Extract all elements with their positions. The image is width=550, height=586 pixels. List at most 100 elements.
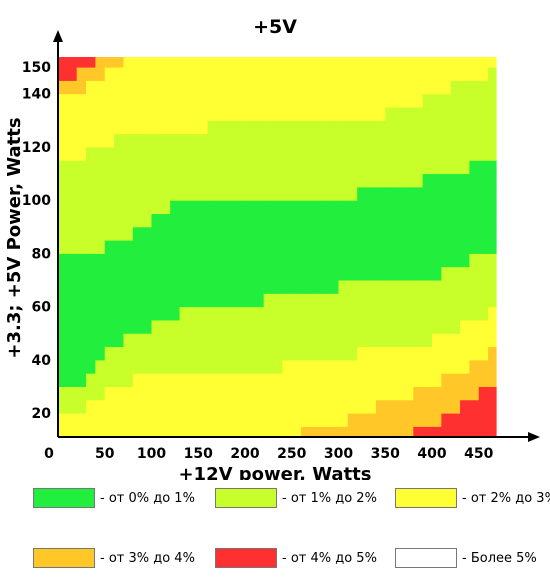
heatmap-cell [86, 346, 96, 361]
heatmap-cell [347, 186, 358, 201]
heatmap-cell [95, 279, 106, 294]
heatmap-cell [263, 120, 274, 135]
heatmap-cell [123, 319, 134, 334]
heatmap-cell [478, 279, 489, 294]
heatmap-cell [441, 146, 452, 161]
heatmap-cell [450, 93, 461, 108]
heatmap-cell [366, 200, 377, 214]
heatmap-cell [422, 399, 433, 414]
heatmap-cell [478, 359, 489, 374]
heatmap-cell [226, 93, 237, 108]
heatmap-cell [366, 106, 377, 121]
heatmap-cell [254, 386, 265, 401]
heatmap-cell [273, 226, 283, 241]
heatmap-cell [58, 426, 68, 438]
heatmap-cell [198, 240, 209, 254]
heatmap-cell [357, 133, 368, 148]
heatmap-cell [422, 200, 433, 214]
heatmap-cell [235, 333, 246, 348]
heatmap-cell [291, 80, 302, 95]
heatmap-cell [104, 426, 115, 438]
heatmap-cell [441, 359, 452, 374]
heatmap-cell [188, 186, 199, 201]
heatmap-cell [245, 346, 255, 361]
heatmap-cell [151, 173, 162, 188]
heatmap-cell [347, 279, 358, 294]
heatmap-cell [310, 240, 321, 254]
heatmap-cell [170, 333, 181, 348]
heatmap-cell [385, 146, 396, 161]
heatmap-cell [207, 133, 218, 148]
heatmap-cell [263, 67, 274, 81]
heatmap-cell [188, 67, 199, 81]
heatmap-cell [450, 186, 461, 201]
heatmap-cell [450, 346, 461, 361]
heatmap-cell [460, 67, 470, 81]
heatmap-cell [114, 80, 125, 95]
heatmap-cell [207, 279, 218, 294]
heatmap-cell [104, 146, 115, 161]
heatmap-cell [95, 319, 106, 334]
heatmap-cell [422, 386, 433, 401]
heatmap-cell [460, 80, 470, 95]
heatmap-cell [450, 333, 461, 348]
heatmap-cell [413, 133, 424, 148]
heatmap-cell [207, 306, 218, 321]
heatmap-cell [160, 306, 171, 321]
heatmap-cell [179, 57, 190, 68]
heatmap-cell [273, 80, 283, 95]
heatmap-cell [282, 253, 293, 268]
heatmap-cell [310, 279, 321, 294]
heatmap-cell [366, 160, 377, 175]
heatmap-cell [403, 67, 414, 81]
heatmap-cell [403, 226, 414, 241]
heatmap-cell [432, 186, 442, 201]
heatmap-cell [403, 146, 414, 161]
heatmap-cell [469, 346, 480, 361]
heatmap-cell [179, 240, 190, 254]
x-tick-label: 400 [417, 446, 446, 462]
y-tick-label: 100 [22, 193, 51, 209]
heatmap-cell [403, 80, 414, 95]
heatmap-cell [460, 426, 470, 438]
heatmap-cell [86, 373, 96, 387]
heatmap-cell [170, 57, 181, 68]
heatmap-cell [132, 67, 143, 81]
heatmap-cell [338, 213, 349, 228]
heatmap-cell [319, 106, 330, 121]
heatmap-cell [432, 133, 442, 148]
heatmap-cell [142, 146, 153, 161]
heatmap-cell [291, 120, 302, 135]
heatmap-cell [198, 319, 209, 334]
heatmap-cell [198, 120, 209, 135]
heatmap-cell [254, 266, 265, 281]
x-tick-label: 0 [44, 446, 54, 462]
heatmap-cell [450, 213, 461, 228]
heatmap-cell [329, 413, 340, 427]
heatmap-cell [226, 253, 237, 268]
heatmap-cell [329, 93, 340, 108]
heatmap-cell [235, 319, 246, 334]
heatmap-cell [329, 80, 340, 95]
heatmap-cell [347, 293, 358, 308]
heatmap-cell [432, 226, 442, 241]
heatmap-cell [170, 346, 181, 361]
heatmap-cell [338, 240, 349, 254]
heatmap-cell [422, 413, 433, 427]
heatmap-cell [460, 93, 470, 108]
heatmap-cell [441, 120, 452, 135]
heatmap-cell [338, 399, 349, 414]
heatmap-cell [301, 346, 312, 361]
heatmap-cell [441, 80, 452, 95]
heatmap-cell [160, 106, 171, 121]
heatmap-cell [132, 57, 143, 68]
heatmap-cell [188, 386, 199, 401]
heatmap-cell [394, 266, 405, 281]
heatmap-cell [226, 373, 237, 387]
heatmap-cell [151, 346, 162, 361]
heatmap-cell [123, 399, 134, 414]
heatmap-cell [282, 186, 293, 201]
heatmap-cell [263, 293, 274, 308]
heatmap-cell [282, 173, 293, 188]
heatmap-cell [132, 106, 143, 121]
